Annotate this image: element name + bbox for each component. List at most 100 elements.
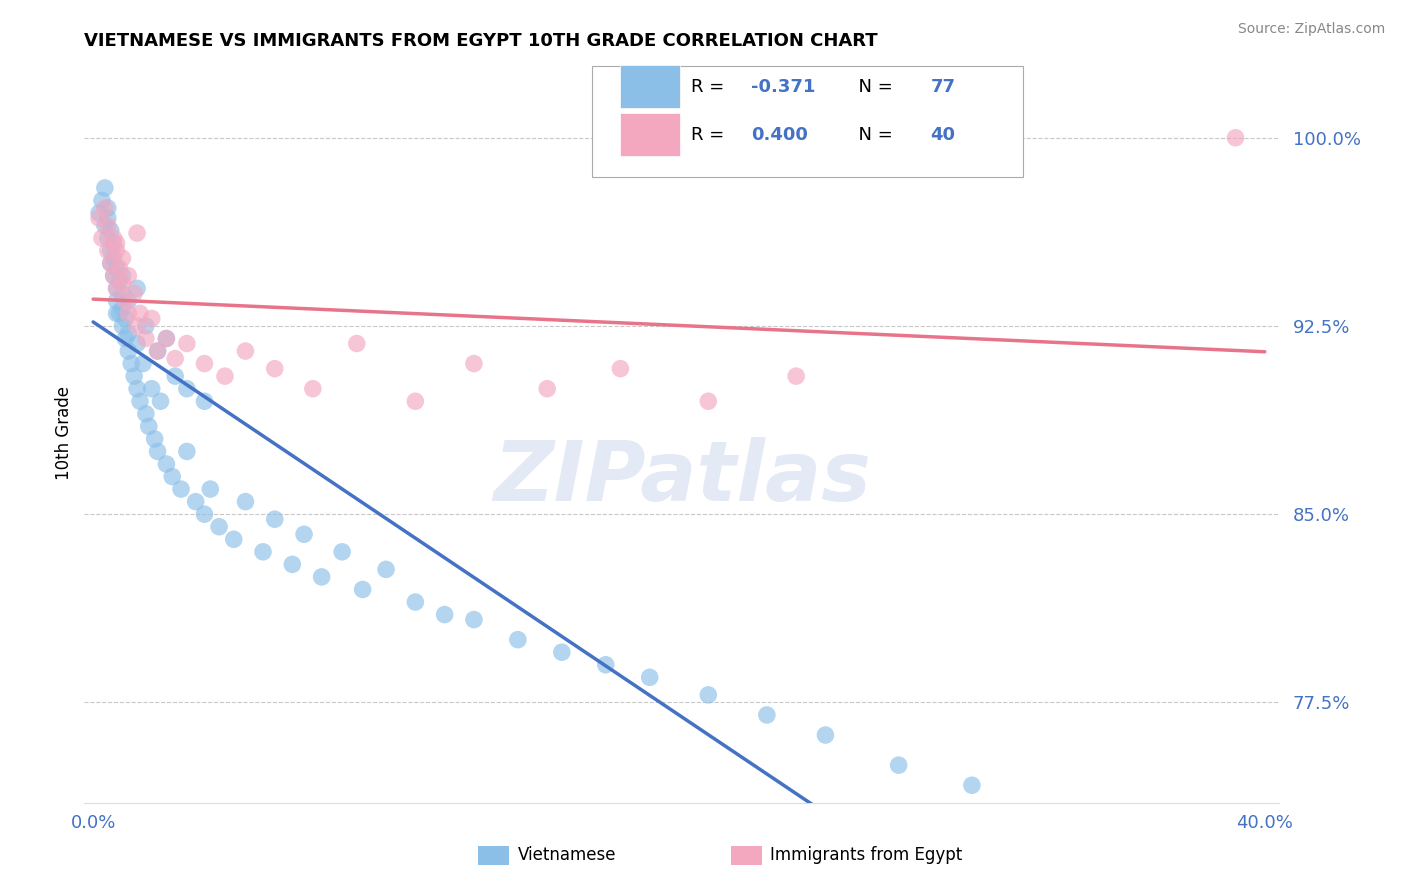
Point bbox=[1225, 130, 1247, 145]
Point bbox=[887, 758, 910, 772]
Text: 40: 40 bbox=[931, 126, 956, 144]
Point bbox=[108, 306, 131, 320]
Point bbox=[551, 645, 574, 659]
Point bbox=[111, 268, 134, 283]
Point bbox=[122, 369, 145, 384]
Text: R =: R = bbox=[692, 78, 731, 95]
Point bbox=[170, 482, 193, 496]
Point bbox=[404, 394, 426, 409]
Point bbox=[292, 527, 315, 541]
Point bbox=[111, 286, 134, 301]
Point bbox=[252, 545, 274, 559]
Text: Immigrants from Egypt: Immigrants from Egypt bbox=[770, 847, 963, 864]
Point bbox=[87, 211, 110, 225]
Point bbox=[105, 281, 128, 295]
Point bbox=[105, 244, 128, 258]
Point bbox=[135, 318, 157, 333]
Point bbox=[103, 236, 125, 251]
Point bbox=[609, 361, 631, 376]
Point bbox=[129, 394, 152, 409]
FancyBboxPatch shape bbox=[620, 65, 679, 108]
Text: R =: R = bbox=[692, 126, 731, 144]
Point bbox=[117, 306, 139, 320]
Text: VIETNAMESE VS IMMIGRANTS FROM EGYPT 10TH GRADE CORRELATION CHART: VIETNAMESE VS IMMIGRANTS FROM EGYPT 10TH… bbox=[84, 32, 877, 50]
Text: Source: ZipAtlas.com: Source: ZipAtlas.com bbox=[1237, 22, 1385, 37]
Point bbox=[108, 274, 131, 288]
Point bbox=[90, 194, 114, 208]
Point bbox=[146, 444, 169, 458]
Point bbox=[132, 357, 155, 371]
Text: N =: N = bbox=[846, 78, 898, 95]
Point bbox=[114, 311, 136, 326]
Point bbox=[214, 369, 236, 384]
Point bbox=[193, 357, 215, 371]
Point bbox=[155, 331, 177, 345]
Point bbox=[100, 256, 122, 270]
Point bbox=[595, 657, 617, 672]
Point bbox=[281, 558, 304, 572]
Point bbox=[785, 369, 807, 384]
Point bbox=[814, 728, 837, 742]
FancyBboxPatch shape bbox=[620, 113, 679, 156]
Point bbox=[127, 382, 149, 396]
Point bbox=[463, 613, 485, 627]
Text: -0.371: -0.371 bbox=[751, 78, 815, 95]
Point bbox=[184, 494, 207, 508]
Point bbox=[100, 224, 122, 238]
Point bbox=[111, 301, 134, 316]
Point bbox=[146, 344, 169, 359]
Point bbox=[135, 331, 157, 345]
Point bbox=[200, 482, 222, 496]
Point bbox=[117, 293, 139, 308]
Text: N =: N = bbox=[846, 126, 898, 144]
Point bbox=[302, 382, 325, 396]
Point bbox=[90, 231, 114, 245]
Point bbox=[193, 507, 215, 521]
Point bbox=[103, 231, 125, 245]
Point bbox=[330, 545, 353, 559]
Point bbox=[755, 708, 778, 723]
Point bbox=[146, 344, 169, 359]
Point bbox=[111, 318, 134, 333]
Point bbox=[176, 336, 198, 351]
Point bbox=[352, 582, 374, 597]
Point bbox=[141, 311, 163, 326]
Point bbox=[143, 432, 166, 446]
Point bbox=[97, 231, 120, 245]
Point bbox=[103, 251, 125, 265]
Point bbox=[162, 469, 183, 483]
FancyBboxPatch shape bbox=[592, 66, 1022, 178]
Point bbox=[176, 444, 198, 458]
Point bbox=[117, 268, 139, 283]
Point bbox=[263, 361, 285, 376]
Point bbox=[375, 562, 398, 576]
Point bbox=[114, 293, 136, 308]
Point bbox=[122, 286, 145, 301]
Point bbox=[120, 357, 142, 371]
Point bbox=[155, 331, 177, 345]
Point bbox=[97, 219, 120, 233]
Point bbox=[105, 261, 128, 276]
Point bbox=[94, 181, 117, 195]
Point bbox=[346, 336, 368, 351]
Point bbox=[149, 394, 172, 409]
Y-axis label: 10th Grade: 10th Grade bbox=[55, 385, 73, 480]
Text: ZIPatlas: ZIPatlas bbox=[494, 436, 870, 517]
Point bbox=[117, 326, 139, 341]
Point bbox=[960, 778, 983, 792]
Point bbox=[263, 512, 285, 526]
Point bbox=[129, 306, 152, 320]
Point bbox=[433, 607, 456, 622]
Point bbox=[117, 344, 139, 359]
Point bbox=[108, 261, 131, 276]
Point bbox=[176, 382, 198, 396]
Point bbox=[127, 318, 149, 333]
Point bbox=[165, 351, 187, 366]
Text: 77: 77 bbox=[931, 78, 956, 95]
Point bbox=[111, 277, 134, 291]
Point bbox=[165, 369, 187, 384]
Point bbox=[404, 595, 426, 609]
Point bbox=[138, 419, 160, 434]
Point bbox=[697, 394, 720, 409]
Point bbox=[103, 268, 125, 283]
